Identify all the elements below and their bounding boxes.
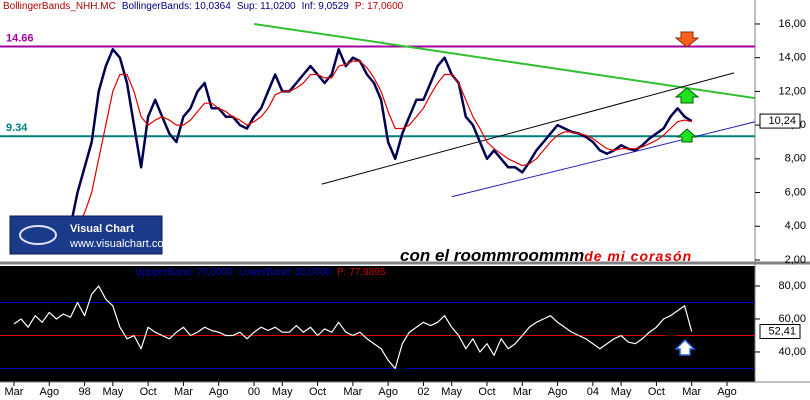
x-tick-label: Mar	[513, 386, 532, 398]
header-item: BollingerBands_NHH.MC	[3, 1, 116, 12]
y-tick-label: 12,00	[778, 85, 806, 97]
header-item: P: 77,9895	[337, 267, 386, 278]
logo-box	[9, 215, 163, 255]
panel-header: RSI_NHH.MC RSI: 52,4116 UppperBand: 70,000…	[3, 267, 386, 278]
series-line	[13, 285, 693, 370]
series-line	[13, 60, 692, 248]
header-item: P: 17,0600	[355, 1, 404, 12]
last-value-box	[759, 113, 801, 129]
x-tick-label: Ago	[378, 386, 398, 398]
x-tick-label: 00	[248, 386, 260, 398]
y-tick-label: 4,00	[785, 220, 806, 232]
x-tick-label: Oct	[140, 386, 157, 398]
x-tick-label: May	[441, 386, 462, 398]
annotation-part: con el roommroommm	[400, 246, 584, 265]
x-tick-label: Ago	[717, 386, 737, 398]
level-label: 14.66	[6, 32, 34, 44]
y-tick-label: 8,00	[785, 153, 806, 165]
x-tick-label: Mar	[682, 386, 701, 398]
rsi-plot	[0, 285, 755, 371]
rsi-arrow	[674, 338, 696, 356]
rsi-panel-bg	[0, 266, 755, 382]
x-tick-label: 04	[587, 386, 599, 398]
header-item: LowerBand: 30,0000	[239, 267, 332, 278]
header-item: UppperBand: 70,0000	[135, 267, 233, 278]
logo-mark	[19, 225, 57, 245]
x-tick-label: May	[611, 386, 632, 398]
y-tick-label: 14,00	[778, 52, 806, 64]
y-tick-label: 40,00	[778, 346, 806, 358]
header-item: RSI: 52,4116	[71, 267, 129, 278]
x-tick-label: Ago	[209, 386, 229, 398]
x-tick-label: Mar	[174, 386, 193, 398]
x-tick-label: Mar	[343, 386, 362, 398]
y-tick-label: 16,00	[778, 18, 806, 30]
overlay	[674, 31, 700, 356]
trend-line	[321, 72, 735, 185]
level-label: 9.34	[6, 122, 28, 134]
annotation-part: de mi corasón	[584, 248, 692, 264]
x-tick-label: May	[102, 386, 123, 398]
y-tick-label: 80,00	[778, 280, 806, 292]
header-item: BollingerBands: 10,0364	[122, 1, 231, 12]
sell-arrow	[674, 31, 700, 48]
price-plot: 14.66 9.34	[0, 22, 755, 248]
y-tick-label: 6,00	[785, 186, 806, 198]
x-tick-label: Oct	[478, 386, 495, 398]
y-tick-label: 2,00	[785, 254, 806, 266]
x-tick-label: Ago	[40, 386, 60, 398]
y-tick-label: 60,00	[778, 313, 806, 325]
buy-arrow	[676, 128, 698, 143]
trend-line	[388, 325, 745, 371]
x-tick-label: Mar	[5, 386, 24, 398]
last-value-label: 52,41	[768, 325, 796, 337]
trend-line	[253, 22, 755, 100]
x-tick-label: Oct	[648, 386, 665, 398]
last-value-label: 10,24	[768, 115, 796, 127]
logo-url: www.visualchart.com	[69, 238, 173, 250]
panel-header: BollingerBands_NHH.MC BollingerBands: 10,…	[3, 1, 404, 12]
x-tick-label: 98	[78, 386, 90, 398]
last-value-box	[759, 323, 801, 339]
x-tick-label: 02	[417, 386, 429, 398]
header-item: Inf: 9,0529	[302, 1, 350, 12]
trend-line	[451, 121, 755, 198]
header-item: RSI_NHH.MC	[3, 267, 65, 278]
x-tick-label: Ago	[548, 386, 568, 398]
x-tick-label: May	[272, 386, 293, 398]
x-tick-label: Oct	[309, 386, 326, 398]
logo-title: Visual Chart	[70, 223, 134, 235]
annotation: con el roommroommmde mi corasón	[400, 246, 692, 265]
header-item: Sup: 11,0200	[237, 1, 296, 12]
buy-arrow	[674, 87, 700, 104]
